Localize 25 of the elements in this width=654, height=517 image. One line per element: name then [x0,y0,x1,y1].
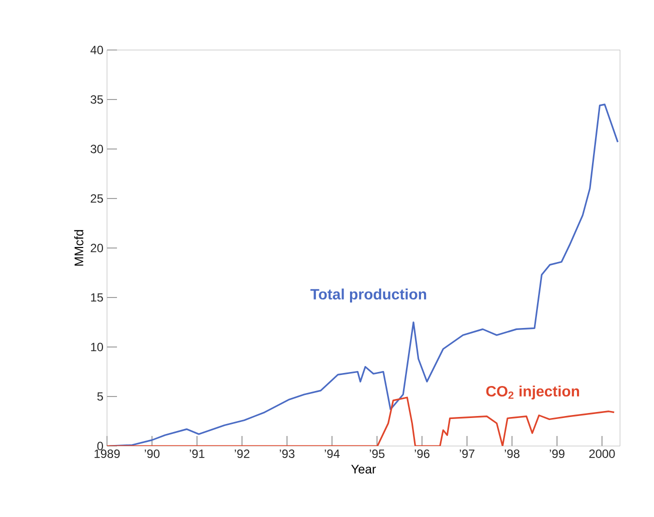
y-tick-label: 35 [90,95,103,104]
x-tick-label: ’96 [414,450,430,458]
x-tick-label: ’99 [550,450,564,458]
y-tick-label: 5 [97,392,103,401]
x-tick-label: ’92 [234,450,250,458]
x-tick-label: 1989 [94,450,120,458]
x-tick-label: ’93 [280,450,294,458]
x-tick-label: ’97 [460,450,474,458]
series-label: CO$_{2}$ injection [486,386,580,400]
y-tick-label: 15 [91,293,103,302]
x-tick-label: ’90 [144,450,160,458]
x-tick-label: ’95 [370,450,384,458]
x-tick-label: 2000 [589,450,615,458]
y-axis-title: MMcfd [74,230,84,266]
x-tick-label: ’91 [190,450,204,458]
y-tick-label: 20 [90,244,104,252]
x-tick-label: ’94 [324,450,340,458]
y-tick-label: 0 [97,442,104,450]
x-tick-label: ’98 [504,450,520,458]
series-label: Total production [310,288,426,302]
y-tick-label: 10 [91,342,104,352]
y-tick-label: 40 [90,46,104,54]
y-tick-label: 30 [90,144,104,154]
y-tick-label: 25 [90,194,103,203]
x-axis-title: Year [351,464,376,474]
